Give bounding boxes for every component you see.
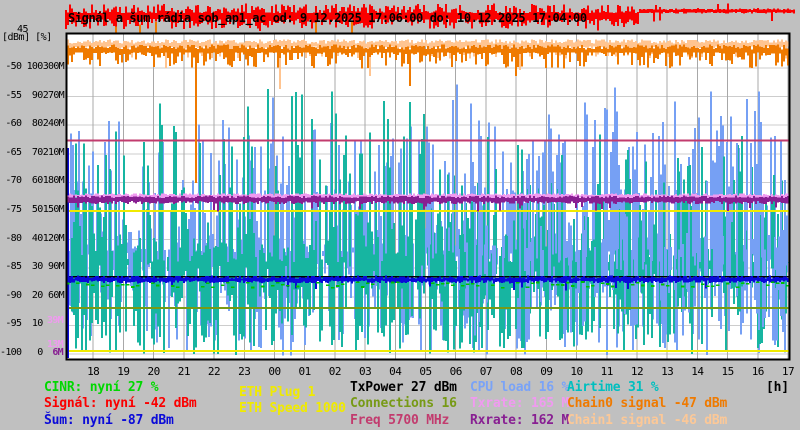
legend-eth-plug: ETH Plug 1 <box>239 384 316 400</box>
y-axis-unit-label: [dBm] [%] <box>2 32 52 43</box>
legend-txrate: Txrate: 165 M <box>470 396 570 412</box>
x-axis-hour-label: 05 <box>419 365 432 378</box>
y-axis-label-mbit: 300M <box>42 61 65 72</box>
y-axis-label-mbit: 120M <box>42 232 65 244</box>
x-axis-hour-label: 00 <box>268 365 281 378</box>
y-axis-label-dbm-pct: -80 40 <box>0 232 43 244</box>
x-axis-hour-label: 14 <box>691 365 704 378</box>
y-axis-mark-txrate-min-13m: 13M <box>47 339 64 350</box>
legend-airtime: Airtime 31 % <box>567 380 659 395</box>
y-axis-label-dbm-pct: -100 0 <box>0 347 43 358</box>
x-axis-hour-label: 18 <box>87 365 100 378</box>
y-axis-label-dbm-pct: -65 70 <box>0 146 43 158</box>
y-axis-mark-txrate-min-39m: 39M <box>47 315 64 326</box>
x-axis-hour-label: 21 <box>177 365 191 378</box>
legend-freq: Freq 5700 MHz <box>350 412 450 428</box>
y-axis-label-mbit: 90M <box>42 261 65 273</box>
legend-eth-speed: ETH Speed 1000 <box>239 401 346 417</box>
x-axis-hour-label: 13 <box>661 365 674 378</box>
x-axis-hour-label: 17 <box>781 365 795 378</box>
y-axis-label-dbm-pct: -85 30 <box>0 261 43 273</box>
y-axis-label-mbit: 150M <box>42 204 65 215</box>
x-axis-hour-label: 22 <box>207 365 221 378</box>
legend-cinr: CINR: nyní 27 % <box>44 380 159 395</box>
y-axis-label-mbit: 210M <box>42 146 65 158</box>
x-axis-hour-label: 03 <box>358 365 372 378</box>
x-axis-hour-label: 19 <box>117 365 130 378</box>
x-axis-hour-label: 23 <box>238 365 251 378</box>
y-axis-label-dbm-pct: -55 90 <box>0 89 43 101</box>
legend-chain0: Chain0 signal -47 dBm <box>567 396 728 412</box>
y-axis-label-mbit: 180M <box>42 175 65 187</box>
x-axis-hour-label: 12 <box>630 365 644 378</box>
x-axis-hour-label: 11 <box>600 365 614 378</box>
graph-title: Signál a šum rádia sob_ap1_ac od: 9.12.2… <box>68 11 587 25</box>
x-axis-hour-label: 07 <box>479 365 493 378</box>
x-axis-hour-label: 06 <box>449 365 463 378</box>
legend-hours-unit: [h] <box>766 380 789 395</box>
x-axis-hour-label: 02 <box>328 365 342 378</box>
y-axis-mark-rxrate-min-6m: 6M <box>52 347 63 358</box>
y-axis-label-dbm-pct: -50 100 <box>0 61 43 72</box>
x-axis-hour-label: 10 <box>570 365 583 378</box>
x-axis-hour-label: 15 <box>721 365 734 378</box>
y-axis-label-dbm-pct: -75 50 <box>0 204 43 215</box>
x-axis-hour-label: 20 <box>147 365 160 378</box>
y-axis-label-dbm-pct: -70 60 <box>0 175 43 187</box>
x-axis-hour-label: 04 <box>389 365 402 378</box>
y-axis-label-dbm-pct: -90 20 <box>0 289 43 301</box>
y-axis-label-mbit: 60M <box>42 289 65 301</box>
legend-txpower: TxPower 27 dBm <box>350 380 457 395</box>
x-axis-hour-label: 09 <box>540 365 553 378</box>
y-axis-label-dbm-pct: -95 10 <box>0 318 43 330</box>
y-axis-label-mbit: 270M <box>42 89 65 101</box>
legend-rxrate: Rxrate: 162 M <box>470 412 570 428</box>
x-axis-hour-label: 16 <box>751 365 765 378</box>
legend-connections: Connections 16 <box>350 396 457 412</box>
x-axis-hour-label: 01 <box>298 365 312 378</box>
y-axis-label-dbm-pct: -60 80 <box>0 118 43 130</box>
legend-chain1: Chain1 signal -46 dBm <box>567 412 728 428</box>
y-axis-top-tick: 45 <box>17 24 29 35</box>
legend-cpu-load: CPU load 16 % <box>470 380 570 395</box>
legend-noise: Šum: nyní -87 dBm <box>44 412 174 428</box>
legend-signal: Signál: nyní -42 dBm <box>44 396 197 412</box>
y-axis-label-mbit: 240M <box>42 118 65 130</box>
x-axis-hour-label: 08 <box>510 365 523 378</box>
